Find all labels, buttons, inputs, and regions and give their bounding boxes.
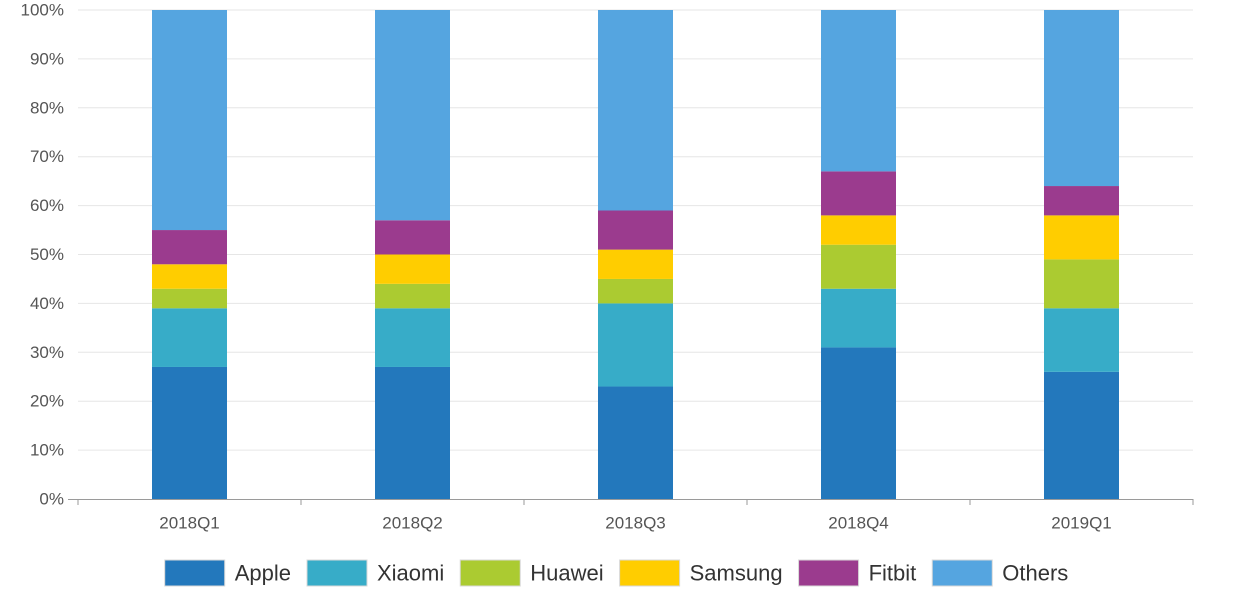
y-tick-label: 10% [30,441,64,460]
legend-swatch [306,559,368,587]
y-tick-label: 50% [30,245,64,264]
y-tick-label: 90% [30,49,64,68]
legend-label: Others [1002,561,1068,586]
bar-2018q3-others [598,10,673,211]
y-tick-label: 60% [30,196,64,215]
bar-2019q1-others [1044,10,1119,187]
bar-2019q1-fitbit [1044,186,1119,216]
bar-2019q1-xiaomi [1044,308,1119,372]
bar-2018q2-samsung [375,254,450,284]
legend-label: Apple [235,561,291,586]
x-tick-label: 2018Q4 [828,514,889,533]
x-tick-label: 2019Q1 [1051,514,1112,533]
x-axis [68,499,1194,505]
bar-2018q2-others [375,10,450,221]
y-tick-label: 70% [30,147,64,166]
bar-2018q3-fitbit [598,210,673,250]
y-tick-label: 100% [21,1,64,20]
x-tick-label: 2018Q1 [159,514,220,533]
bar-2018q2-apple [375,366,450,499]
bar-2018q1-huawei [152,288,227,309]
bar-2018q4-huawei [821,244,896,289]
legend: Apple Xiaomi Huawei Samsung Fitbit Others [164,559,1068,587]
legend-label: Xiaomi [377,561,444,586]
bar-2019q1-huawei [1044,259,1119,309]
bar-2018q4-samsung [821,215,896,245]
bar-2018q1-apple [152,366,227,499]
bar-2018q3-samsung [598,249,673,279]
legend-item-others[interactable]: Others [931,559,1068,587]
y-tick-label: 80% [30,98,64,117]
legend-swatch [931,559,993,587]
legend-item-samsung[interactable]: Samsung [619,559,783,587]
bar-2018q2-fitbit [375,220,450,255]
bar-2019q1-apple [1044,371,1119,499]
bar-2018q4-xiaomi [821,288,896,348]
bar-2018q3-huawei [598,278,673,304]
legend-label: Huawei [530,561,603,586]
y-tick-label: 30% [30,343,64,362]
bar-2018q1-xiaomi [152,308,227,367]
y-axis-ticks: 0% 10% 20% 30% 40% 50% 60% 70% 80% 90% 100% [21,1,64,509]
legend-item-apple[interactable]: Apple [164,559,291,587]
bar-2018q2-xiaomi [375,308,450,367]
bar-2018q4-others [821,10,896,172]
y-tick-label: 40% [30,294,64,313]
legend-swatch [619,559,681,587]
legend-label: Samsung [690,561,783,586]
bar-2018q4-fitbit [821,171,896,216]
bar-2018q1-fitbit [152,230,227,265]
bar-2018q4-apple [821,347,896,499]
legend-swatch [164,559,226,587]
legend-label: Fitbit [869,561,917,586]
x-tick-label: 2018Q3 [605,514,666,533]
bar-2019q1-samsung [1044,215,1119,260]
bar-2018q3-xiaomi [598,303,673,387]
x-tick-label: 2018Q2 [382,514,443,533]
legend-item-huawei[interactable]: Huawei [459,559,604,587]
bar-2018q2-huawei [375,283,450,309]
y-tick-label: 0% [39,490,64,509]
legend-swatch [459,559,521,587]
bars [152,10,1119,499]
bar-2018q1-samsung [152,264,227,289]
legend-item-xiaomi[interactable]: Xiaomi [306,559,444,587]
x-axis-ticks: 2018Q1 2018Q2 2018Q3 2018Q4 2019Q1 [159,514,1112,533]
legend-item-fitbit[interactable]: Fitbit [798,559,917,587]
legend-swatch [798,559,860,587]
bar-2018q3-apple [598,386,673,499]
y-tick-label: 20% [30,392,64,411]
bar-2018q1-others [152,10,227,231]
